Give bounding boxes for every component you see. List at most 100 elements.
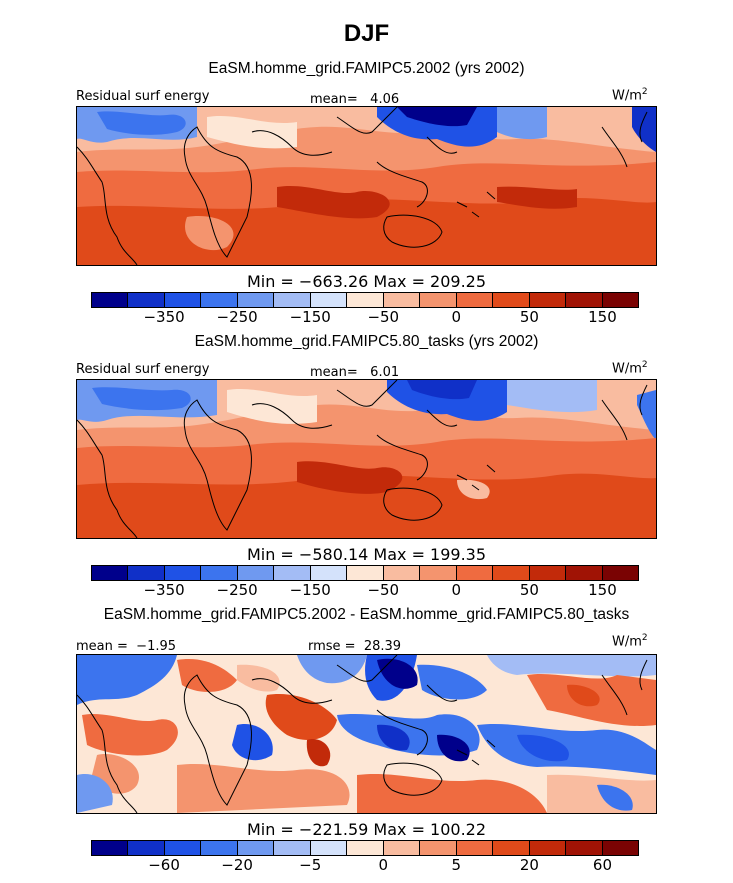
colorbar-swatch [92, 566, 129, 580]
panel-2-map-svg [77, 380, 656, 538]
colorbar-swatch [164, 841, 202, 855]
panel-2-colorbar [91, 565, 639, 581]
panel-1-mean-label: mean= [310, 92, 358, 107]
colorbar-tick-label: 150 [588, 308, 617, 326]
panel-3-rmse-label: rmse = [308, 639, 356, 654]
colorbar-swatch [456, 841, 494, 855]
colorbar-swatch [602, 841, 639, 855]
panel-2-min-max: Min = −580.14 Max = 199.35 [246, 545, 487, 564]
colorbar-swatch [128, 293, 165, 307]
panel-1-units-sup: 2 [641, 87, 648, 97]
colorbar-tick-label: 20 [519, 856, 539, 874]
colorbar-swatch [164, 293, 202, 307]
colorbar-swatch [529, 566, 567, 580]
panel-3-rmse: rmse = 28.39 [308, 640, 401, 653]
colorbar-swatch [456, 566, 494, 580]
colorbar-swatch [420, 566, 457, 580]
colorbar-tick-label: 150 [588, 581, 617, 599]
colorbar-swatch [493, 566, 530, 580]
colorbar-swatch [347, 293, 384, 307]
colorbar-swatch [274, 841, 311, 855]
panel-3-mean-label: mean = [76, 639, 128, 654]
panel-3-units: W/m2 [612, 633, 648, 649]
panel-1-map-svg [77, 107, 656, 265]
panel-3-rmse-value: 28.39 [363, 639, 402, 654]
colorbar-swatch [566, 293, 603, 307]
colorbar-tick-label: 50 [519, 308, 539, 326]
colorbar-tick-label: −350 [143, 308, 185, 326]
colorbar-swatch [493, 841, 530, 855]
colorbar-swatch [274, 566, 311, 580]
panel-1-units: W/m2 [612, 87, 648, 104]
colorbar-tick-label: 0 [451, 308, 462, 326]
colorbar-tick-label: −50 [367, 308, 400, 326]
panel-3-map-svg [77, 655, 656, 813]
colorbar-tick-label: −150 [289, 308, 331, 326]
colorbar-swatch [237, 841, 275, 855]
colorbar-swatch [201, 841, 238, 855]
colorbar-tick-label: −250 [216, 308, 258, 326]
colorbar-tick-label: −350 [143, 581, 185, 599]
figure-title: DJF [343, 20, 390, 47]
colorbar-tick-label: −5 [299, 856, 322, 874]
colorbar-tick-label: 0 [378, 856, 389, 874]
colorbar-swatch [237, 293, 275, 307]
colorbar-tick-label: −50 [367, 581, 400, 599]
panel-2-map [76, 379, 657, 539]
panel-2-title: EaSM.homme_grid.FAMIPC5.80_tasks (yrs 20… [194, 333, 539, 350]
colorbar-swatch [201, 293, 238, 307]
colorbar-tick-label: −20 [221, 856, 253, 874]
panel-2-mean-label: mean= [310, 365, 358, 380]
panel-1-colorbar-ticks: −350 −250 −150 −50 0 50 150 [91, 310, 639, 328]
panel-1-variable: Residual surf energy [76, 89, 210, 104]
panel-1-title: EaSM.homme_grid.FAMIPC5.2002 (yrs 2002) [208, 60, 525, 77]
colorbar-swatch [164, 566, 202, 580]
panel-1-mean-value: 4.06 [370, 92, 400, 107]
colorbar-tick-label: 5 [451, 856, 462, 874]
colorbar-swatch [310, 293, 348, 307]
panel-2-variable: Residual surf energy [76, 362, 210, 377]
panel-2-units-text: W/m [612, 361, 642, 377]
panel-2-mean-value: 6.01 [370, 365, 400, 380]
colorbar-swatch [128, 566, 165, 580]
panel-1-map [76, 106, 657, 266]
colorbar-swatch [566, 566, 603, 580]
panel-3-colorbar-ticks: −60 −20 −5 0 5 20 60 [91, 858, 639, 876]
colorbar-swatch [493, 293, 530, 307]
colorbar-swatch [566, 841, 603, 855]
colorbar-tick-label: −250 [216, 581, 258, 599]
colorbar-swatch [237, 566, 275, 580]
colorbar-swatch [310, 566, 348, 580]
panel-1-units-text: W/m [612, 88, 642, 104]
colorbar-swatch [529, 293, 567, 307]
panel-3-mean: mean = −1.95 [76, 640, 176, 653]
panel-3-map [76, 654, 657, 814]
colorbar-swatch [347, 566, 384, 580]
colorbar-tick-label: 0 [451, 581, 462, 599]
colorbar-swatch [420, 293, 457, 307]
colorbar-swatch [456, 293, 494, 307]
colorbar-swatch [92, 841, 129, 855]
colorbar-tick-label: 50 [519, 581, 539, 599]
colorbar-swatch [347, 841, 384, 855]
panel-3-colorbar [91, 840, 639, 856]
colorbar-swatch [274, 293, 311, 307]
panel-3-title: EaSM.homme_grid.FAMIPC5.2002 - EaSM.homm… [103, 606, 630, 623]
colorbar-swatch [602, 566, 639, 580]
panel-2-colorbar-ticks: −350 −250 −150 −50 0 50 150 [91, 583, 639, 601]
colorbar-swatch [420, 841, 457, 855]
panel-3-mean-value: −1.95 [136, 639, 177, 654]
colorbar-tick-label: −60 [148, 856, 180, 874]
colorbar-tick-label: 60 [592, 856, 612, 874]
panel-2-mean: mean= 6.01 [310, 366, 399, 379]
panel-1-colorbar [91, 292, 639, 308]
panel-2-units: W/m2 [612, 360, 648, 377]
colorbar-swatch [602, 293, 639, 307]
panel-2-units-sup: 2 [641, 360, 648, 370]
colorbar-swatch [383, 293, 421, 307]
panel-1-mean: mean= 4.06 [310, 93, 399, 106]
panel-1-min-max: Min = −663.26 Max = 209.25 [246, 272, 487, 291]
colorbar-swatch [92, 293, 129, 307]
colorbar-swatch [383, 566, 421, 580]
panel-3-units-sup: 2 [641, 633, 648, 643]
